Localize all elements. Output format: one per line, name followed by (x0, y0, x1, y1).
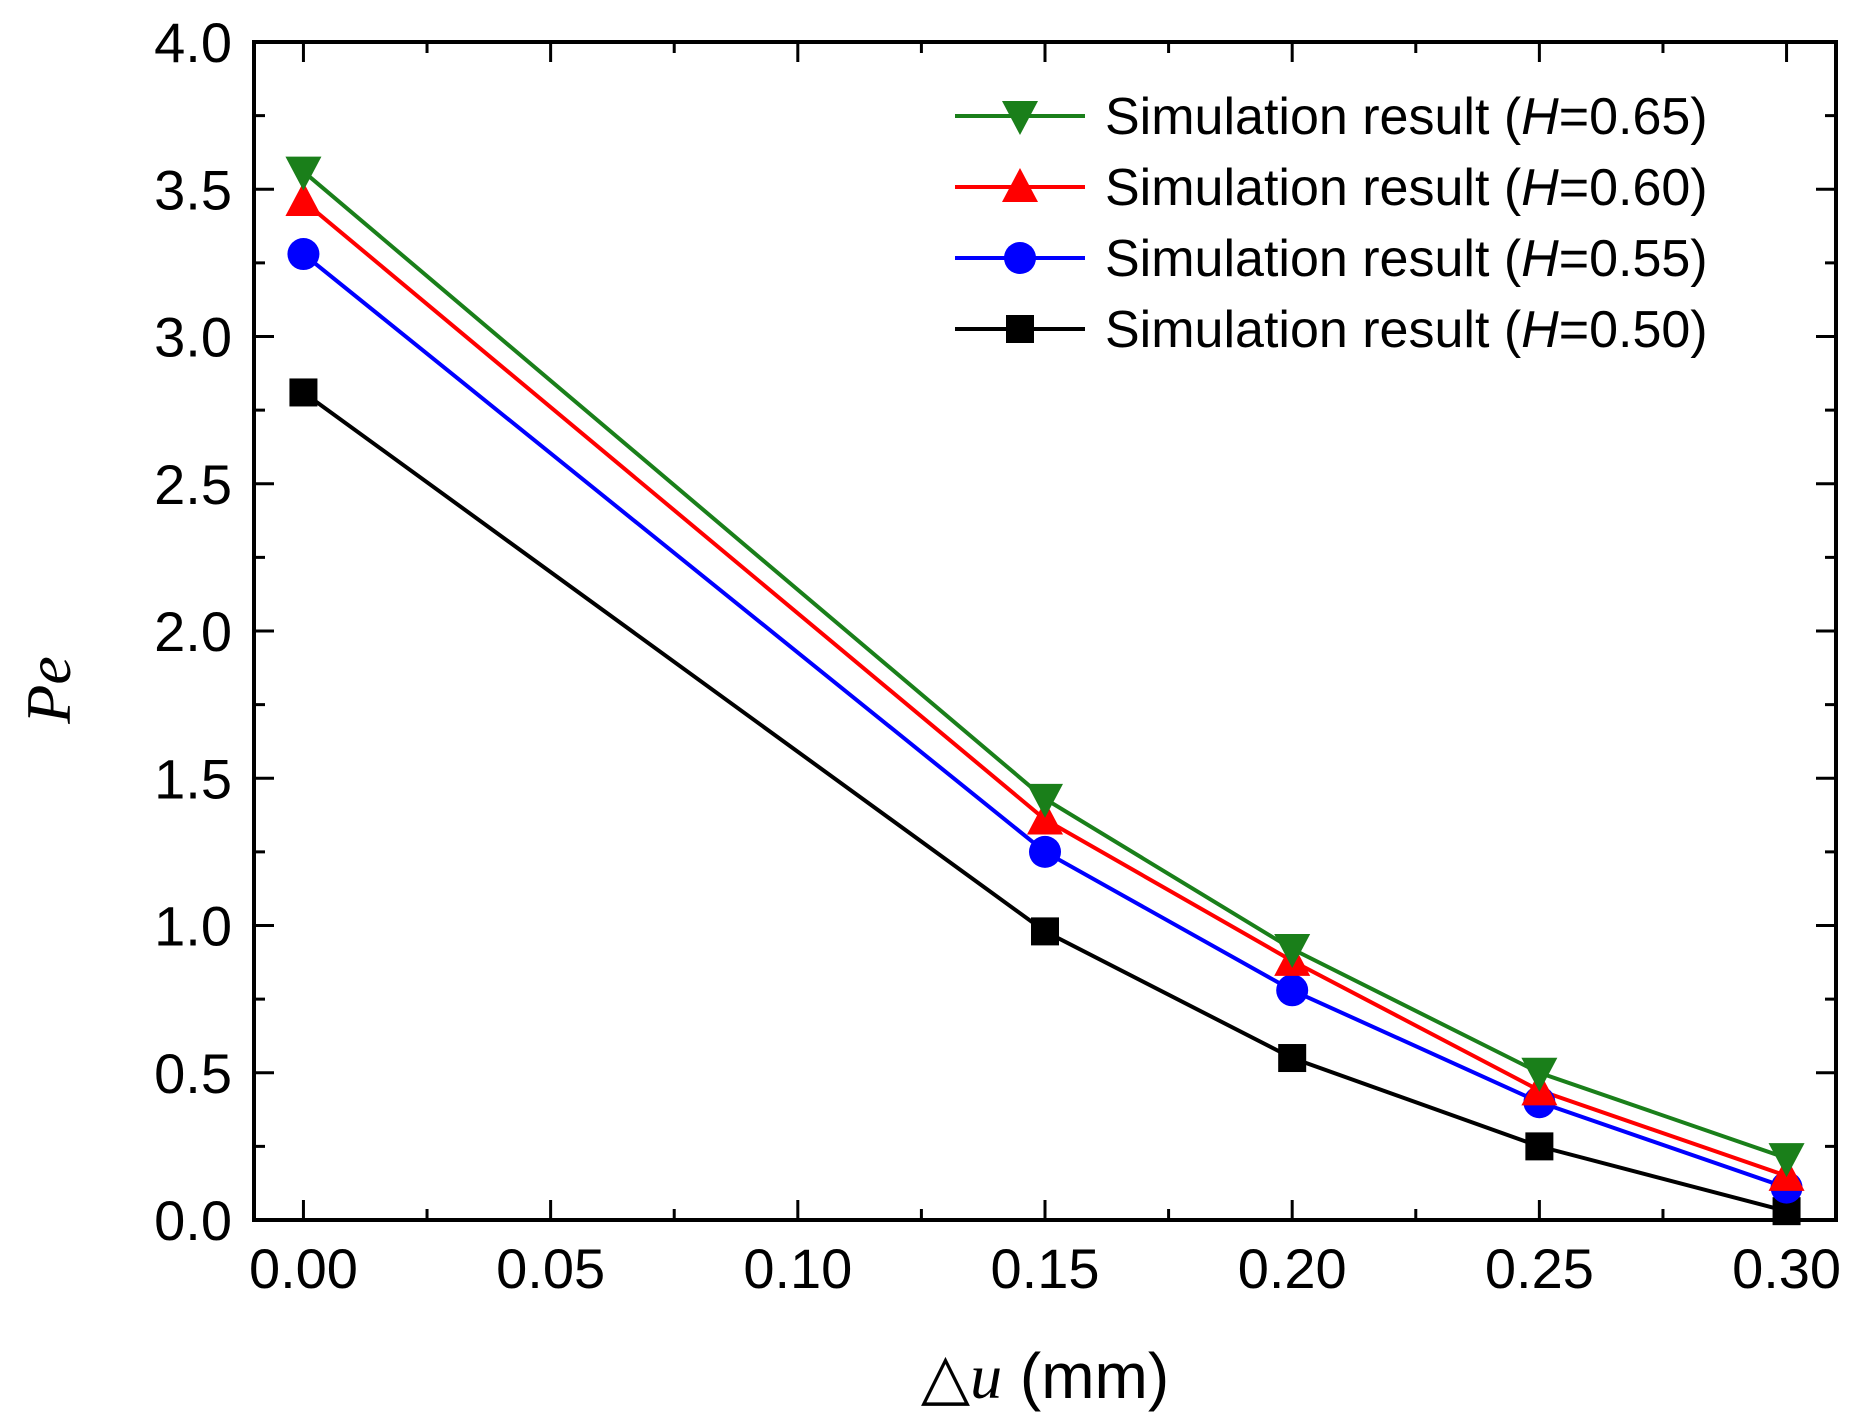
x-axis-delta-symbol: △ (921, 1341, 971, 1412)
series-line (302, 252, 1788, 1190)
y-tick-label: 0.5 (154, 1042, 232, 1105)
legend-label: Simulation result (H=0.65) (1105, 88, 1708, 146)
data-point (1768, 1143, 1805, 1178)
data-point (1525, 1132, 1554, 1161)
y-axis-subscript: e (13, 656, 84, 684)
y-tick-label: 2.5 (154, 453, 232, 516)
legend-marker (1006, 315, 1034, 343)
x-tick-label: 0.20 (1238, 1237, 1347, 1300)
data-point (1521, 1057, 1558, 1092)
tick-marks (254, 40, 1836, 1222)
data-point (285, 182, 322, 217)
legend-label: Simulation result (H=0.60) (1105, 159, 1708, 217)
y-tick-label: 0.0 (154, 1189, 232, 1252)
data-point (1276, 974, 1309, 1007)
y-tick-label: 3.5 (154, 158, 232, 221)
data-point (1031, 917, 1059, 946)
y-tick-label: 1.5 (154, 747, 232, 810)
y-tick-label: 1.0 (154, 895, 232, 958)
y-tick-label: 4.0 (154, 11, 232, 74)
y-axis-symbol: P (13, 685, 84, 725)
y-tick-labels: 0.0 0.5 1.0 1.5 2.0 2.5 3.0 3.5 4.0 (154, 11, 232, 1252)
x-tick-label: 0.05 (496, 1237, 605, 1300)
data-point (1029, 835, 1061, 868)
legend-marker (1002, 101, 1038, 135)
data-point (1027, 783, 1063, 818)
x-axis-unit: (mm) (1002, 1340, 1169, 1412)
series-markers (285, 156, 1805, 1226)
data-point (1274, 934, 1311, 969)
x-tick-label: 0.30 (1732, 1237, 1841, 1300)
legend-marker (1002, 168, 1038, 202)
x-axis-title: △u (mm) (921, 1340, 1169, 1412)
plot-frame (252, 40, 1838, 1222)
x-tick-label: 0.00 (249, 1237, 358, 1300)
legend: Simulation result (H=0.65) Simulation res… (955, 88, 1708, 359)
y-axis-title: Pe (13, 656, 84, 725)
x-tick-label: 0.25 (1485, 1237, 1594, 1300)
x-tick-label: 0.15 (991, 1237, 1100, 1300)
data-point (285, 156, 322, 191)
data-point (287, 238, 320, 271)
data-point (1278, 1044, 1307, 1073)
data-point (289, 378, 318, 407)
x-tick-label: 0.10 (743, 1237, 852, 1300)
x-tick-labels: 0.00 0.05 0.10 0.15 0.20 0.25 0.30 (249, 1237, 1841, 1300)
y-tick-label: 3.0 (154, 306, 232, 369)
legend-marker (1004, 242, 1036, 274)
legend-label: Simulation result (H=0.50) (1105, 301, 1708, 359)
legend-label: Simulation result (H=0.55) (1105, 230, 1708, 288)
x-axis-variable: u (970, 1341, 1002, 1412)
y-tick-label: 2.0 (154, 600, 232, 663)
